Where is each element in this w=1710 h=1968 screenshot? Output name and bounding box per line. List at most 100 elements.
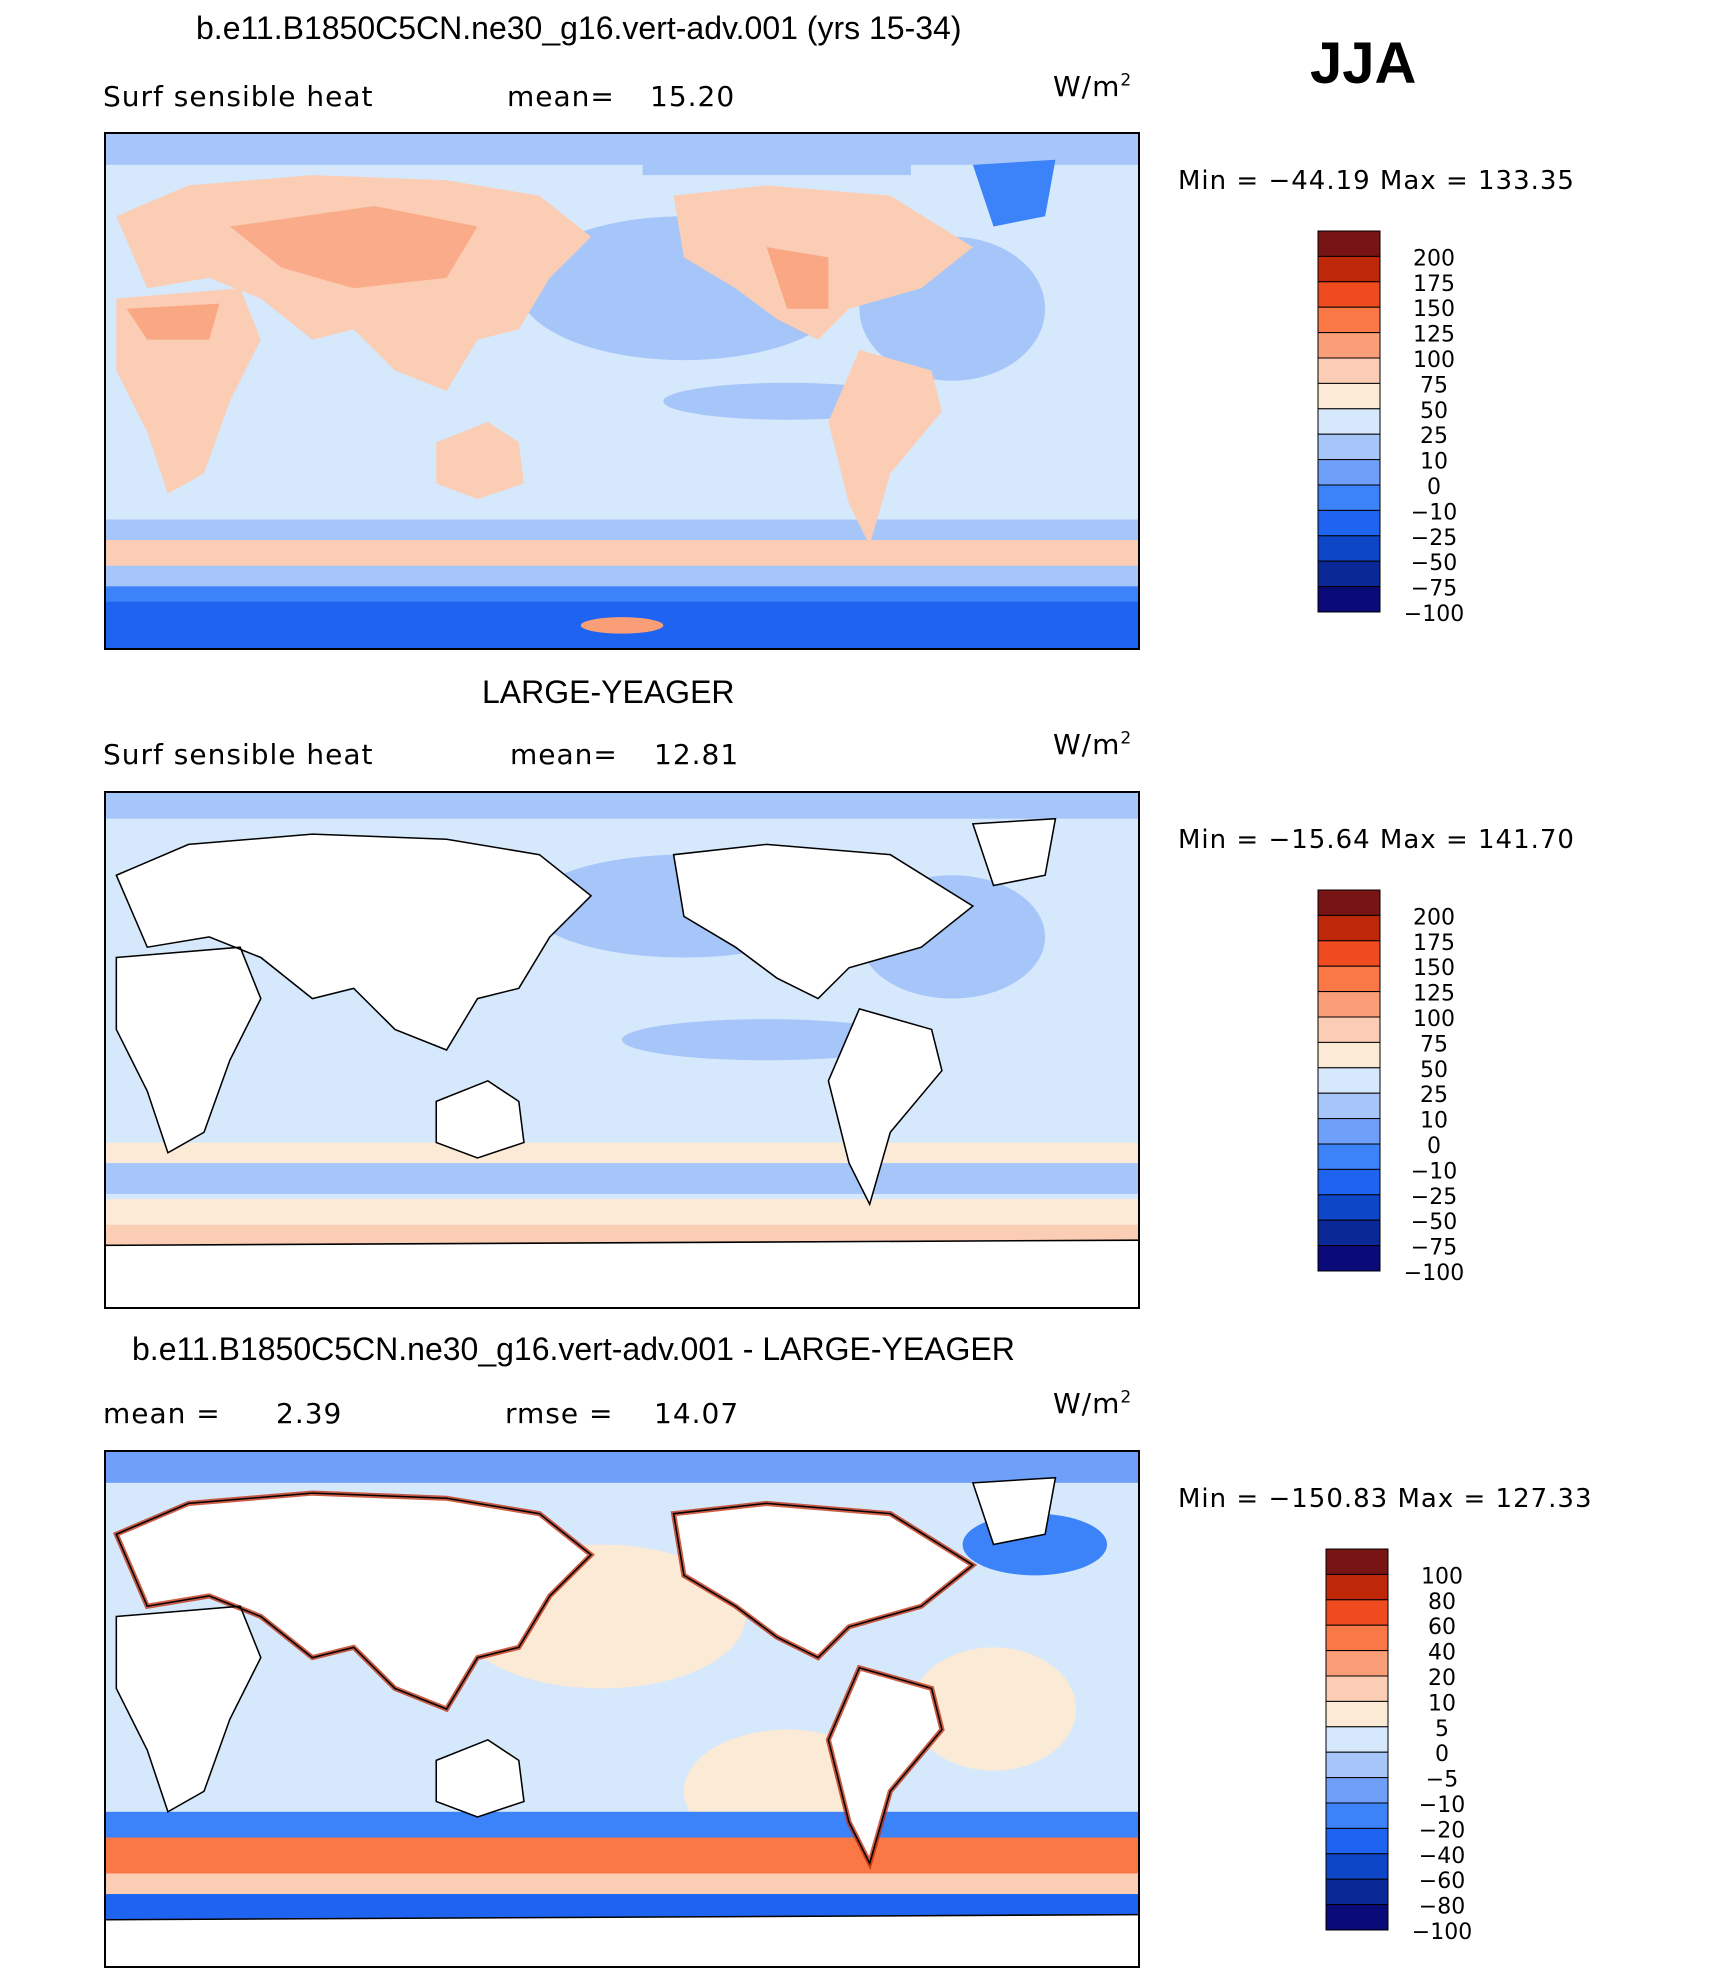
colorbar-swatch — [1317, 433, 1381, 461]
colorbar-tick-label: 10 — [1420, 450, 1448, 475]
colorbar-tick-label: 200 — [1413, 246, 1455, 271]
colorbar-tick-label: 50 — [1420, 399, 1448, 424]
colorbar-swatch — [1325, 1777, 1389, 1804]
colorbar-tick-label: −50 — [1411, 1210, 1457, 1235]
colorbar-swatch — [1317, 459, 1381, 486]
colorbar-tick-label: 150 — [1413, 297, 1455, 322]
colorbar-swatch — [1317, 535, 1381, 562]
colorbar-swatch — [1317, 965, 1381, 993]
panel2-units: W/m2 — [1053, 728, 1133, 761]
colorbar-swatch — [1317, 1245, 1381, 1272]
colorbar-swatch — [1317, 889, 1381, 916]
panel3-units: W/m2 — [1053, 1387, 1133, 1420]
panel1-minmax: Min = −44.19 Max = 133.35 — [1178, 166, 1575, 196]
colorbar-tick-label: 20 — [1428, 1666, 1456, 1691]
colorbar-swatch — [1317, 914, 1381, 942]
colorbar-swatch — [1325, 1751, 1389, 1779]
panel3-colorbar: 100 80 60 40 20 10 5 0 −5 −10 −20 −40 −60 −80 −100 — [1325, 1548, 1526, 1945]
colorbar-swatch — [1317, 1067, 1381, 1094]
colorbar-tick-label: 175 — [1413, 931, 1455, 956]
panel2-field — [106, 793, 1138, 1307]
panel3-mean-value: 2.39 — [276, 1397, 343, 1430]
colorbar-tick-label: 25 — [1420, 1083, 1448, 1108]
colorbar-swatch — [1317, 382, 1381, 410]
colorbar-tick-label: −10 — [1411, 1159, 1457, 1184]
colorbar-swatch — [1317, 230, 1381, 257]
panel3-title: b.e11.B1850C5CN.ne30_g16.vert-adv.001 - … — [132, 1331, 1015, 1367]
colorbar-swatch — [1317, 306, 1381, 334]
colorbar-tick-label: 125 — [1413, 323, 1455, 348]
panel3-minmax: Min = −150.83 Max = 127.33 — [1178, 1484, 1593, 1514]
colorbar-tick-label: 75 — [1420, 1032, 1448, 1057]
colorbar-swatch — [1317, 408, 1381, 435]
colorbar-tick-label: 100 — [1413, 348, 1455, 373]
colorbar-tick-label: 175 — [1413, 272, 1455, 297]
panel2-colorbar: 200 175 150 125 100 75 50 25 10 0 −10 −25 −50 −75 −100 — [1317, 889, 1518, 1286]
colorbar-tick-label: −25 — [1411, 1185, 1457, 1210]
colorbar-tick-label: −100 — [1404, 602, 1464, 627]
colorbar-swatch — [1317, 1168, 1381, 1196]
colorbar-tick-label: 100 — [1421, 1564, 1463, 1589]
panel1-colorbar: 200 175 150 125 100 75 50 25 10 0 −10 −25 −50 −75 −100 — [1317, 230, 1518, 627]
colorbar-swatch — [1325, 1827, 1389, 1855]
colorbar-swatch — [1317, 940, 1381, 967]
colorbar-tick-label: −75 — [1411, 1236, 1457, 1261]
colorbar-swatch — [1317, 357, 1381, 384]
panel3-mean-label: mean = — [103, 1397, 221, 1430]
colorbar-swatch — [1317, 255, 1381, 283]
colorbar-tick-label: 0 — [1427, 475, 1441, 500]
colorbar-tick-label: 0 — [1435, 1742, 1449, 1767]
colorbar-swatch — [1317, 991, 1381, 1018]
colorbar-tick-label: −60 — [1419, 1869, 1465, 1894]
panel2-title: LARGE-YEAGER — [482, 674, 735, 710]
colorbar-tick-label: −10 — [1411, 500, 1457, 525]
colorbar-tick-label: 5 — [1435, 1717, 1449, 1742]
panel1-variable: Surf sensible heat — [103, 80, 374, 113]
panel1-field — [106, 134, 1138, 648]
panel3-rmse-value: 14.07 — [654, 1397, 740, 1430]
colorbar-tick-label: 60 — [1428, 1615, 1456, 1640]
colorbar-tick-label: 10 — [1428, 1691, 1456, 1716]
colorbar-tick-label: 40 — [1428, 1641, 1456, 1666]
panel3-rmse-label: rmse = — [505, 1397, 614, 1430]
colorbar-tick-label: 0 — [1427, 1134, 1441, 1159]
colorbar-swatch — [1317, 1219, 1381, 1247]
panel1-title: b.e11.B1850C5CN.ne30_g16.vert-adv.001 (y… — [196, 10, 962, 46]
colorbar-tick-label: −5 — [1426, 1768, 1458, 1793]
colorbar-swatch — [1317, 509, 1381, 537]
colorbar-tick-label: 125 — [1413, 982, 1455, 1007]
colorbar-swatch — [1325, 1853, 1389, 1880]
colorbar-swatch — [1317, 1041, 1381, 1069]
colorbar-tick-label: 75 — [1420, 373, 1448, 398]
colorbar-swatch — [1325, 1904, 1389, 1931]
colorbar-tick-label: −75 — [1411, 577, 1457, 602]
colorbar-tick-label: 10 — [1420, 1109, 1448, 1134]
panel3-map — [104, 1450, 1140, 1968]
panel3-field — [106, 1452, 1138, 1966]
colorbar-swatch — [1325, 1726, 1389, 1753]
colorbar-swatch — [1317, 281, 1381, 308]
colorbar-tick-label: −40 — [1419, 1844, 1465, 1869]
colorbar-swatch — [1317, 560, 1381, 588]
colorbar-tick-label: 150 — [1413, 956, 1455, 981]
colorbar-swatch — [1325, 1802, 1389, 1829]
colorbar-swatch — [1325, 1675, 1389, 1702]
colorbar-swatch — [1325, 1599, 1389, 1626]
colorbar-tick-label: −100 — [1412, 1920, 1472, 1945]
panel2-map — [104, 791, 1140, 1309]
colorbar-tick-label: −20 — [1419, 1818, 1465, 1843]
colorbar-swatch — [1317, 1118, 1381, 1145]
colorbar-tick-label: 80 — [1428, 1590, 1456, 1615]
colorbar-tick-label: −25 — [1411, 526, 1457, 551]
colorbar-swatch — [1317, 1194, 1381, 1221]
panel1-mean-label: mean= — [507, 80, 615, 113]
colorbar-tick-label: 200 — [1413, 905, 1455, 930]
panel2-mean-value: 12.81 — [654, 738, 740, 771]
colorbar-swatch — [1325, 1573, 1389, 1601]
colorbar-tick-label: −50 — [1411, 551, 1457, 576]
panel2-variable: Surf sensible heat — [103, 738, 374, 771]
panel1-mean-value: 15.20 — [650, 80, 736, 113]
colorbar-tick-label: −10 — [1419, 1793, 1465, 1818]
colorbar-swatch — [1325, 1650, 1389, 1677]
colorbar-swatch — [1325, 1700, 1389, 1728]
